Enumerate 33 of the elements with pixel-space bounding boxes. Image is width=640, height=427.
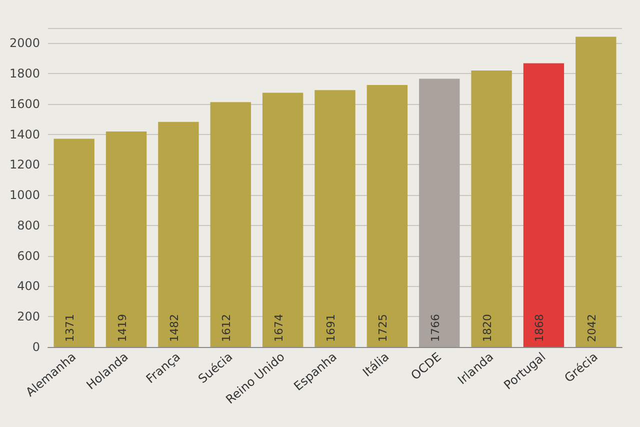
bar bbox=[106, 131, 147, 347]
data-label: 1482 bbox=[168, 314, 181, 342]
bar bbox=[366, 84, 408, 347]
y-tick-label: 1400 bbox=[9, 127, 40, 142]
data-label: 1766 bbox=[428, 314, 442, 342]
bar bbox=[523, 63, 564, 347]
bar bbox=[576, 36, 616, 347]
y-tick-label: 800 bbox=[17, 218, 40, 232]
y-tick-label: 1800 bbox=[9, 66, 40, 81]
y-tick-label: 400 bbox=[17, 279, 40, 294]
data-label: 1820 bbox=[481, 314, 494, 342]
y-tick-label: 600 bbox=[17, 248, 40, 263]
bar bbox=[54, 138, 94, 347]
data-label: 1674 bbox=[272, 314, 286, 342]
data-label: 1371 bbox=[64, 314, 77, 342]
y-tick-label: 1600 bbox=[9, 96, 40, 111]
bar bbox=[314, 90, 356, 347]
bar bbox=[419, 78, 460, 347]
y-tick-label: 1000 bbox=[9, 188, 40, 202]
data-label: 1725 bbox=[376, 314, 390, 342]
y-tick-label: 1200 bbox=[9, 158, 40, 172]
data-label: 1612 bbox=[220, 314, 234, 342]
data-label: 2042 bbox=[585, 314, 598, 342]
bar bbox=[262, 92, 304, 347]
y-tick-label: 0 bbox=[32, 340, 40, 354]
y-tick-label: 2000 bbox=[9, 36, 40, 50]
bar bbox=[210, 102, 251, 347]
data-label: 1868 bbox=[533, 314, 546, 342]
bar bbox=[158, 122, 199, 347]
y-tick-label: 200 bbox=[17, 310, 40, 324]
data-label: 1691 bbox=[324, 314, 338, 342]
bar bbox=[471, 70, 512, 347]
data-label: 1419 bbox=[116, 314, 129, 342]
